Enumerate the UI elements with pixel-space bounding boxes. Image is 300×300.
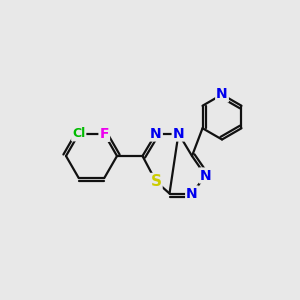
Text: N: N (150, 127, 162, 140)
Text: N: N (186, 187, 198, 200)
Text: N: N (200, 169, 211, 182)
Text: Cl: Cl (72, 128, 86, 140)
Text: S: S (151, 174, 161, 189)
Text: N: N (216, 88, 228, 101)
Text: F: F (100, 127, 109, 141)
Text: N: N (173, 127, 184, 140)
